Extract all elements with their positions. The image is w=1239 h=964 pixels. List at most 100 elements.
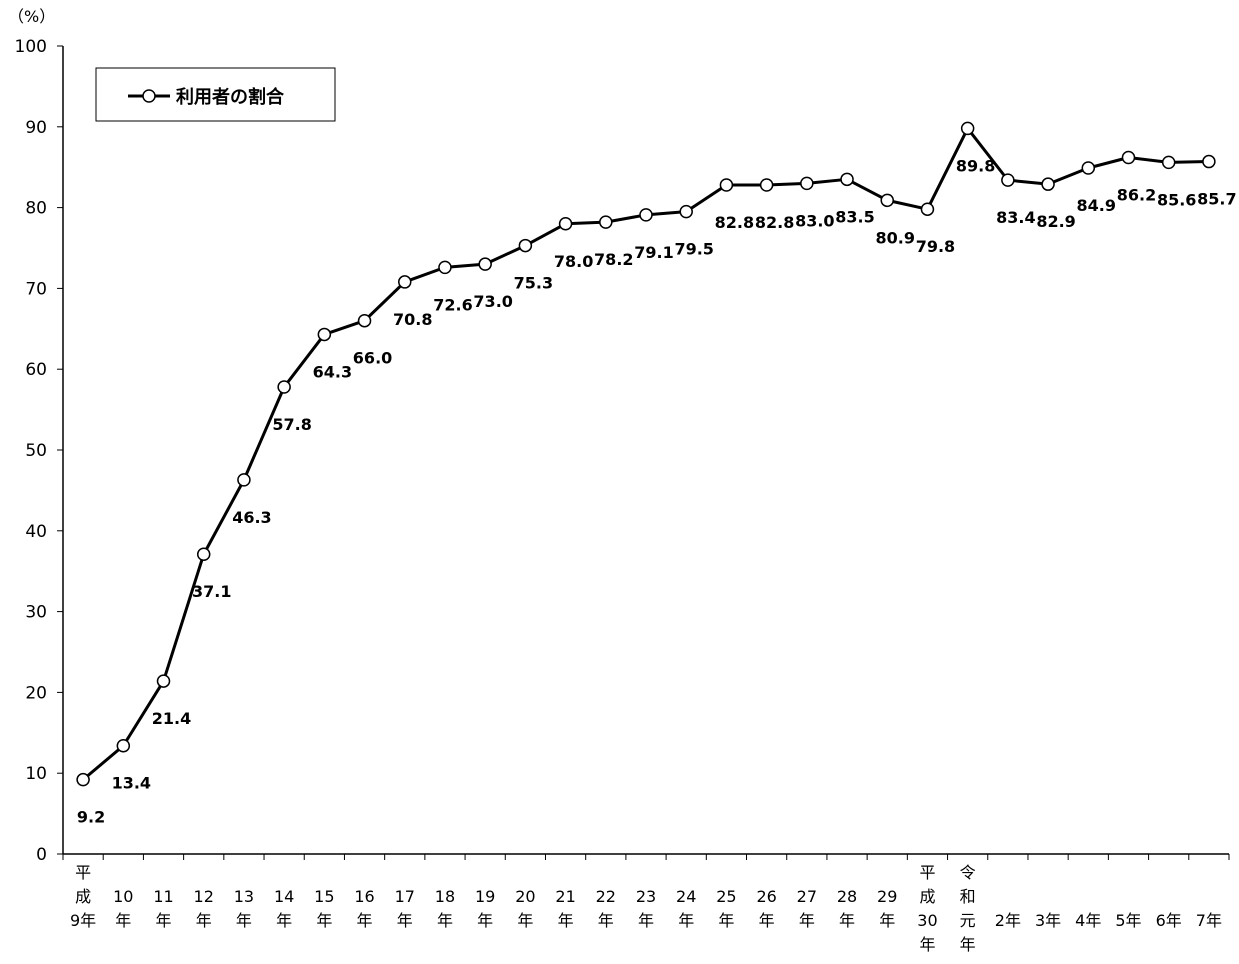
data-point xyxy=(800,176,814,191)
series-points xyxy=(76,121,1216,787)
data-label: 83.5 xyxy=(835,207,874,226)
data-label: 83.0 xyxy=(795,211,834,230)
data-label: 70.8 xyxy=(393,310,432,329)
x-tick-label: 20 xyxy=(515,887,535,906)
data-label: 46.3 xyxy=(232,508,271,527)
data-label: 79.8 xyxy=(916,237,955,256)
x-tick-label: 年 xyxy=(196,911,212,930)
data-point xyxy=(880,193,894,208)
data-label: 66.0 xyxy=(353,349,392,368)
data-point xyxy=(156,674,171,688)
x-tick-label: 28 xyxy=(837,887,857,906)
x-tick-label: 成 xyxy=(75,887,91,906)
data-point xyxy=(1041,177,1055,191)
data-label: 84.9 xyxy=(1077,196,1116,215)
data-label: 13.4 xyxy=(112,774,151,793)
y-tick-label: 50 xyxy=(25,441,47,461)
y-tick-label: 40 xyxy=(25,522,47,542)
x-tick-label: 年 xyxy=(115,911,131,930)
x-tick-label: 令 xyxy=(960,863,976,882)
x-tick-label: 3年 xyxy=(1035,911,1061,930)
x-tick-label: 年 xyxy=(477,911,493,930)
data-point xyxy=(759,178,774,192)
data-point xyxy=(1121,150,1136,165)
data-label: 82.9 xyxy=(1036,212,1075,231)
x-tick-label: 30 xyxy=(917,911,937,930)
y-axis-unit: （%） xyxy=(8,7,55,26)
y-tick-label: 100 xyxy=(15,37,47,57)
y-tick-label: 20 xyxy=(25,683,47,703)
data-label: 72.6 xyxy=(433,295,472,314)
legend-marker-sample xyxy=(142,89,156,103)
x-tick-label: 平 xyxy=(75,863,91,882)
data-label: 75.3 xyxy=(514,274,553,293)
x-tick-label: 13 xyxy=(234,887,254,906)
x-tick-label: 2年 xyxy=(995,911,1021,930)
x-tick-label: 27 xyxy=(797,887,817,906)
x-tick-label: 年 xyxy=(558,911,574,930)
x-tick-label: 26 xyxy=(756,887,776,906)
x-tick-label: 5年 xyxy=(1115,911,1141,930)
x-tick-label: 年 xyxy=(598,911,614,930)
y-tick-label: 70 xyxy=(25,279,47,299)
data-point xyxy=(478,257,492,271)
x-tick-label: 12 xyxy=(194,887,214,906)
x-tick-label: 年 xyxy=(678,911,694,930)
data-point xyxy=(1202,154,1216,169)
data-point xyxy=(1081,161,1096,175)
x-tick-label: 9年 xyxy=(70,911,96,930)
x-tick-label: 成 xyxy=(919,887,935,906)
x-tick-label: 年 xyxy=(397,911,413,930)
data-point xyxy=(438,260,452,275)
y-tick-label: 30 xyxy=(25,603,47,623)
data-point xyxy=(558,217,573,231)
data-label: 82.8 xyxy=(755,213,794,232)
axes xyxy=(62,46,1229,855)
x-tick-label: 年 xyxy=(437,911,453,930)
data-label: 79.5 xyxy=(674,240,713,259)
x-tick-label: 29 xyxy=(877,887,897,906)
x-axis-ticks: 平成 9年 10 年 11 年 12 年 13 年 14 年 15 年 16 年 17 年 18 年 19 年 20 年 21 年… xyxy=(62,854,1230,954)
x-tick-label: 平 xyxy=(919,863,935,882)
x-tick-label: 17 xyxy=(395,887,415,906)
x-tick-label: 年 xyxy=(638,911,654,930)
data-point xyxy=(599,215,613,229)
x-tick-label: 年 xyxy=(799,911,815,930)
data-point xyxy=(518,238,533,253)
x-tick-label: 24 xyxy=(676,887,696,906)
data-point xyxy=(1001,173,1015,187)
data-label: 57.8 xyxy=(272,415,311,434)
x-tick-label: 18 xyxy=(435,887,455,906)
x-tick-label: 10 xyxy=(113,887,133,906)
data-label: 80.9 xyxy=(875,228,914,247)
data-label: 82.8 xyxy=(715,213,754,232)
data-label: 79.1 xyxy=(634,243,673,262)
legend: 利用者の割合 xyxy=(95,67,336,122)
data-label: 9.2 xyxy=(77,808,105,827)
data-label: 85.7 xyxy=(1197,190,1236,209)
data-point xyxy=(639,208,653,222)
data-label: 83.4 xyxy=(996,208,1035,227)
x-tick-label: 15 xyxy=(314,887,334,906)
x-tick-label: 年 xyxy=(156,911,172,930)
y-tick-label: 80 xyxy=(25,199,47,219)
data-label: 21.4 xyxy=(152,709,191,728)
x-tick-label: 年 xyxy=(276,911,292,930)
y-tick-label: 90 xyxy=(25,118,47,138)
x-tick-label: 7年 xyxy=(1196,911,1222,930)
y-tick-label: 0 xyxy=(36,845,47,865)
x-tick-label: 21 xyxy=(555,887,575,906)
x-tick-label: 年 xyxy=(718,911,734,930)
x-tick-label: 和 xyxy=(960,887,976,906)
data-point xyxy=(679,204,693,219)
data-point xyxy=(277,380,291,394)
x-tick-label: 元 xyxy=(960,911,976,930)
data-label: 78.2 xyxy=(594,250,633,269)
x-tick-label: 年 xyxy=(236,911,252,930)
data-label: 86.2 xyxy=(1117,186,1156,205)
data-point xyxy=(398,275,412,289)
data-point xyxy=(840,172,854,187)
x-tick-label: 4年 xyxy=(1075,911,1101,930)
data-label: 78.0 xyxy=(554,252,593,271)
data-point xyxy=(719,178,734,192)
